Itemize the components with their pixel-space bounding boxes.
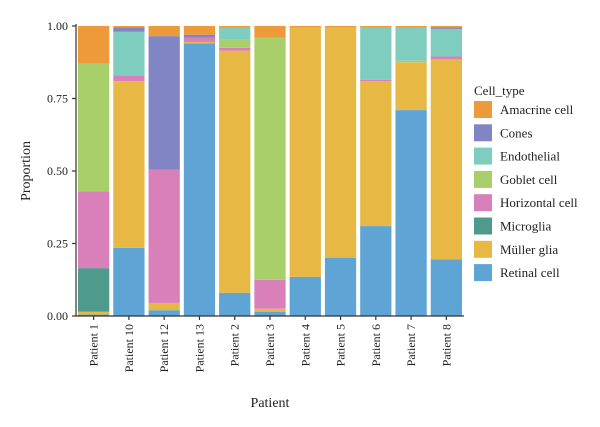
bar-segment <box>183 37 216 42</box>
legend: Cell_type Amacrine cell Cones Endothelial G… <box>474 83 578 282</box>
bar-segment <box>148 302 180 311</box>
bar-segment <box>219 27 251 40</box>
bar-segment <box>113 26 145 28</box>
bar-segment <box>183 41 216 44</box>
bar-segment <box>289 26 321 28</box>
bar-segment <box>430 259 462 316</box>
y-tick-label: 0.50 <box>47 164 68 178</box>
x-tick-label: Patient 6 <box>369 324 383 366</box>
x-axis: Patient 1 Patient 10 Patient 12 Patient 13 P… <box>76 315 464 372</box>
bar-segment <box>289 276 321 316</box>
legend-label: Amacrine cell <box>500 102 574 117</box>
legend-label: Goblet cell <box>500 172 558 187</box>
y-tick-label: 0.25 <box>47 237 68 251</box>
bar-segment <box>395 26 427 28</box>
bar-segment <box>254 311 286 316</box>
legend-swatch <box>474 101 492 118</box>
bar-segment <box>78 314 110 316</box>
legend-swatch <box>474 124 492 142</box>
legend-title: Cell_type <box>474 83 525 98</box>
x-tick-label: Patient 13 <box>192 324 206 372</box>
bar-segment <box>360 27 392 80</box>
bar-segment <box>430 28 462 57</box>
bar-segment <box>183 34 216 38</box>
x-tick-label: Patient 12 <box>157 324 171 372</box>
bar-segment <box>148 310 180 316</box>
bar-segment <box>78 63 110 192</box>
bar-segment <box>148 36 180 170</box>
x-tick-label: Patient 4 <box>298 324 312 366</box>
bar-segment <box>254 308 286 312</box>
bar-segment <box>289 27 321 277</box>
bar-segment <box>113 31 145 76</box>
bar-segment <box>360 226 392 316</box>
bar-segment <box>360 81 392 227</box>
legend-label: Horizontal cell <box>500 195 578 210</box>
x-tick-label: Patient 3 <box>263 324 277 366</box>
bar-segment <box>219 50 251 293</box>
legend-label: Cones <box>500 125 533 140</box>
bar-segment <box>254 279 286 309</box>
bar-segment <box>430 27 462 29</box>
bar-segment <box>324 26 357 28</box>
bar-segment <box>360 26 392 28</box>
x-axis-title: Patient <box>251 396 290 411</box>
x-tick-label: Patient 5 <box>334 324 348 366</box>
x-tick-label: Patient 2 <box>228 324 242 366</box>
bar-segment <box>219 39 251 48</box>
y-tick-label: 1.00 <box>47 19 68 33</box>
legend-swatch <box>474 194 492 212</box>
legend-swatch <box>474 264 492 282</box>
y-tick-label: 0.75 <box>47 92 68 106</box>
bar-segment <box>395 110 427 316</box>
legend-swatch <box>474 217 492 235</box>
bar-segment <box>183 26 216 35</box>
y-axis: 0.00 0.25 0.50 0.75 1.00 <box>47 19 77 323</box>
bar-segment <box>113 27 145 32</box>
legend-swatch <box>474 170 492 188</box>
bar-segment <box>78 26 110 64</box>
bar-segment <box>430 26 462 28</box>
bar-segment <box>219 292 251 316</box>
bar-segment <box>324 27 357 259</box>
bar-segment <box>395 60 427 63</box>
bar-segment <box>113 81 145 248</box>
legend-label: Müller glia <box>500 242 558 257</box>
bar-segment <box>113 247 145 316</box>
legend-label: Retinal cell <box>500 265 560 280</box>
bar-segment <box>395 62 427 111</box>
bar-segment <box>430 59 462 260</box>
legend-swatch <box>474 147 492 165</box>
legend-label: Endothelial <box>500 149 560 164</box>
legend-swatch <box>474 240 492 258</box>
bar-segment <box>219 47 251 51</box>
y-tick-label: 0.00 <box>47 309 68 323</box>
bar-segment <box>148 26 180 37</box>
x-tick-label: Patient 10 <box>122 324 136 372</box>
bar-segment <box>430 56 462 60</box>
x-tick-label: Patient 7 <box>404 324 418 366</box>
bar-segment <box>254 37 286 280</box>
bar-segment <box>148 169 180 303</box>
bar-segment <box>254 26 286 38</box>
bar-segment <box>113 75 145 82</box>
bar-segment <box>395 27 427 61</box>
x-tick-label: Patient 1 <box>87 324 101 366</box>
bar-segment <box>219 26 251 28</box>
bar-segment <box>183 43 216 317</box>
x-tick-label: Patient 8 <box>439 324 453 366</box>
bar-segment <box>78 311 110 315</box>
bar-segment <box>360 79 392 82</box>
y-axis-title: Proportion <box>19 141 34 201</box>
bar-segment <box>78 268 110 312</box>
bar-segment <box>78 191 110 269</box>
bars-group <box>78 26 462 317</box>
bar-segment <box>324 258 357 316</box>
legend-label: Microglia <box>500 219 551 234</box>
